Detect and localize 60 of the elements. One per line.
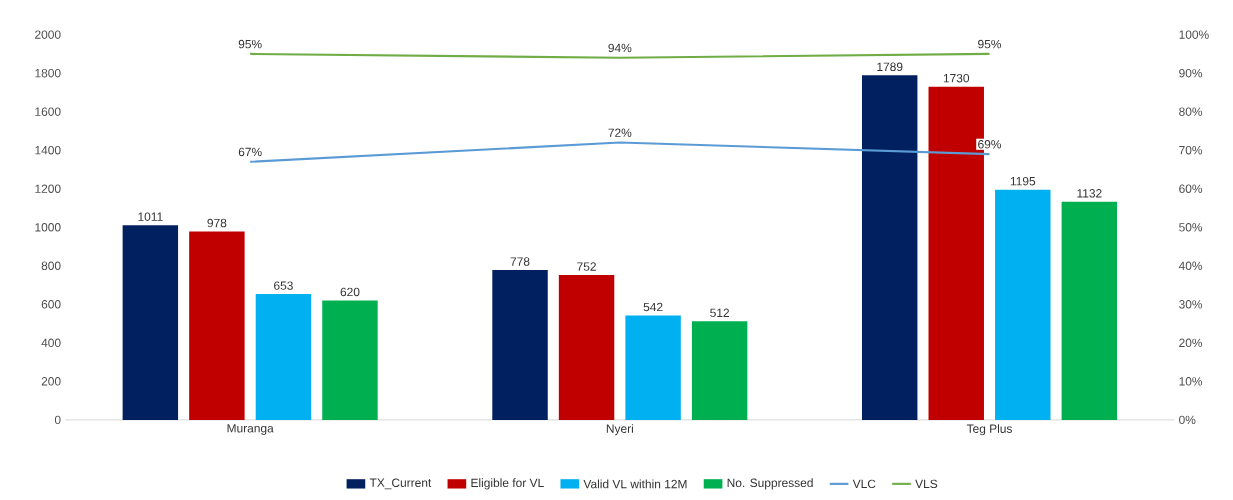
data-label: 1730 [943, 74, 970, 83]
y-tick-label: 400 [41, 338, 61, 348]
data-label: 95% [978, 39, 1002, 49]
y2-tick-label: 10% [1179, 377, 1203, 386]
legend-label: TX_Current [369, 478, 432, 490]
y-tick-label: 1600 [35, 107, 61, 116]
bar [255, 294, 312, 420]
data-label: 1195 [1010, 177, 1036, 186]
legend-label: VLC [852, 479, 876, 489]
data-label: 67% [238, 147, 262, 157]
y-tick-label: 1400 [35, 146, 61, 155]
y-tick-label: 1800 [35, 69, 61, 78]
legend-label: Valid VL within 12M [583, 479, 687, 489]
data-label: 620 [340, 287, 360, 297]
y2-tick-label: 90% [1179, 69, 1203, 78]
legend-label: VLS [915, 479, 938, 489]
y2-tick-label: 30% [1179, 300, 1203, 309]
y2-tick-label: 20% [1179, 338, 1203, 348]
data-label: 72% [608, 128, 632, 137]
bar [995, 189, 1051, 420]
x-tick-label: Muranga [227, 424, 274, 435]
data-label: 978 [207, 218, 227, 228]
bar [322, 300, 378, 420]
bar [122, 225, 179, 420]
y2-tick-label: 80% [1179, 107, 1203, 116]
bar [691, 321, 748, 420]
data-label: 542 [643, 302, 663, 312]
bar [1061, 201, 1118, 420]
bar [861, 75, 918, 420]
y2-tick-label: 100% [1179, 30, 1209, 39]
y-tick-label: 600 [41, 300, 61, 309]
legend-label: No. Suppressed [727, 478, 813, 490]
data-label: 653 [274, 281, 293, 290]
y2-tick-label: 60% [1179, 184, 1203, 194]
bar [492, 270, 548, 420]
data-label: 95% [238, 39, 262, 49]
data-label: 778 [510, 257, 530, 266]
y-tick-label: 1000 [35, 223, 61, 232]
bar [189, 231, 245, 420]
data-label: 752 [577, 262, 596, 271]
bar [558, 275, 615, 420]
y2-tick-label: 0% [1179, 415, 1196, 425]
data-label: 1132 [1077, 189, 1102, 198]
data-label: 1789 [877, 62, 903, 72]
y2-tick-label: 70% [1179, 146, 1203, 155]
y2-tick-label: 40% [1178, 261, 1203, 271]
y-tick-label: 800 [41, 261, 61, 271]
data-label: 1011 [138, 212, 163, 221]
x-tick-label: Nyeri [606, 424, 633, 436]
x-tick-label: Teg Plus [966, 424, 1012, 436]
y-tick-label: 0 [54, 415, 61, 425]
y-tick-label: 200 [41, 377, 61, 386]
bar [625, 315, 681, 420]
legend-label: Eligible for VL [471, 478, 544, 490]
data-label: 512 [710, 308, 730, 318]
y-tick-label: 2000 [35, 30, 61, 39]
data-label: 94% [608, 43, 632, 53]
y-tick-label: 1200 [35, 184, 61, 194]
data-label: 69% [978, 140, 1002, 149]
y2-tick-label: 50% [1179, 223, 1203, 232]
